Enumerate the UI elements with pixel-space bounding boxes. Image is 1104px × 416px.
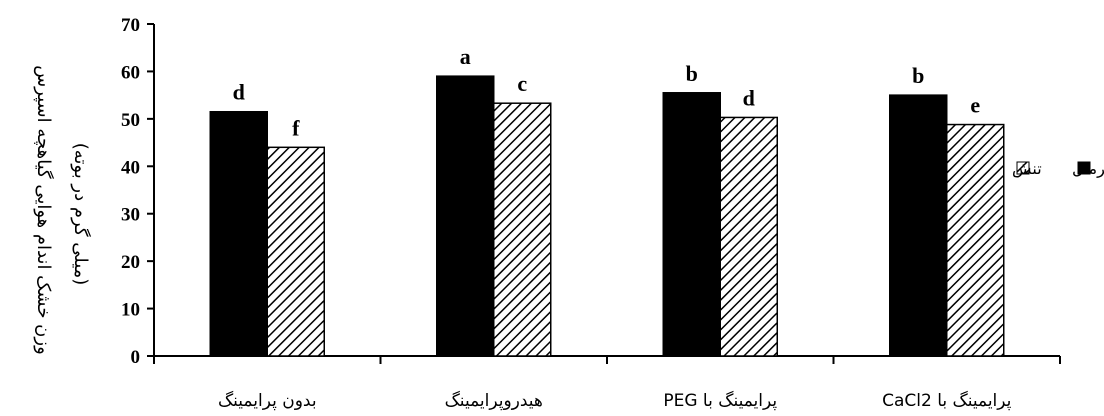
category-label-3: پرایمینگ با CaCl2 [882,390,1012,411]
significance-letter-normal-2: b [686,61,698,86]
significance-letter-normal-3: b [912,63,924,88]
significance-letter-stress-1: c [517,71,527,96]
y-tick-label-5: 50 [121,110,140,131]
significance-letter-normal-1: a [460,44,471,69]
y-axis-label-line1: وزن خشک اندام هوایی گیاهچه اسپرس [33,65,55,355]
bars [209,75,1005,357]
y-tick-label-7: 70 [121,15,140,36]
chart-labels: 0 10 20 30 40 50 60 70 d f بدون پرایمینگ a c هیدروپرا… [121,15,1012,411]
bar-normal-2 [662,92,721,357]
y-tick-label-0: 0 [131,347,141,368]
y-tick-label-6: 60 [121,62,140,83]
significance-letter-stress-2: d [743,85,755,110]
legend-swatch-normal [1077,161,1091,175]
significance-letter-stress-3: e [970,93,980,118]
legend-label-stress: تنش [1012,159,1042,179]
legend: نرمال تنش [1012,159,1104,179]
y-tick-label-1: 10 [121,300,140,321]
category-label-0: بدون پرایمینگ [218,390,317,411]
legend-label-normal: نرمال [1072,159,1104,179]
significance-letter-normal-0: d [233,80,245,105]
bar-stress-0 [266,146,325,357]
bar-stress-3 [946,123,1005,357]
bar-normal-3 [889,94,948,357]
category-label-1: هیدروپرایمینگ [445,390,543,411]
y-tick-label-4: 40 [121,157,140,178]
significance-letter-stress-0: f [292,115,300,140]
bar-stress-1 [493,102,552,357]
y-axis-title: وزن خشک اندام هوایی گیاهچه اسپرس (میلی گ… [33,65,92,355]
bar-normal-1 [436,75,495,357]
bar-normal-0 [209,110,268,357]
y-tick-label-2: 20 [121,252,140,273]
legend-swatch-stress [1016,161,1030,175]
y-axis-label-line2: (میلی گرم در بوته) [70,143,92,286]
bar-stress-2 [719,116,778,357]
category-label-2: پرایمینگ با PEG [663,390,777,411]
y-tick-label-3: 30 [121,205,140,226]
